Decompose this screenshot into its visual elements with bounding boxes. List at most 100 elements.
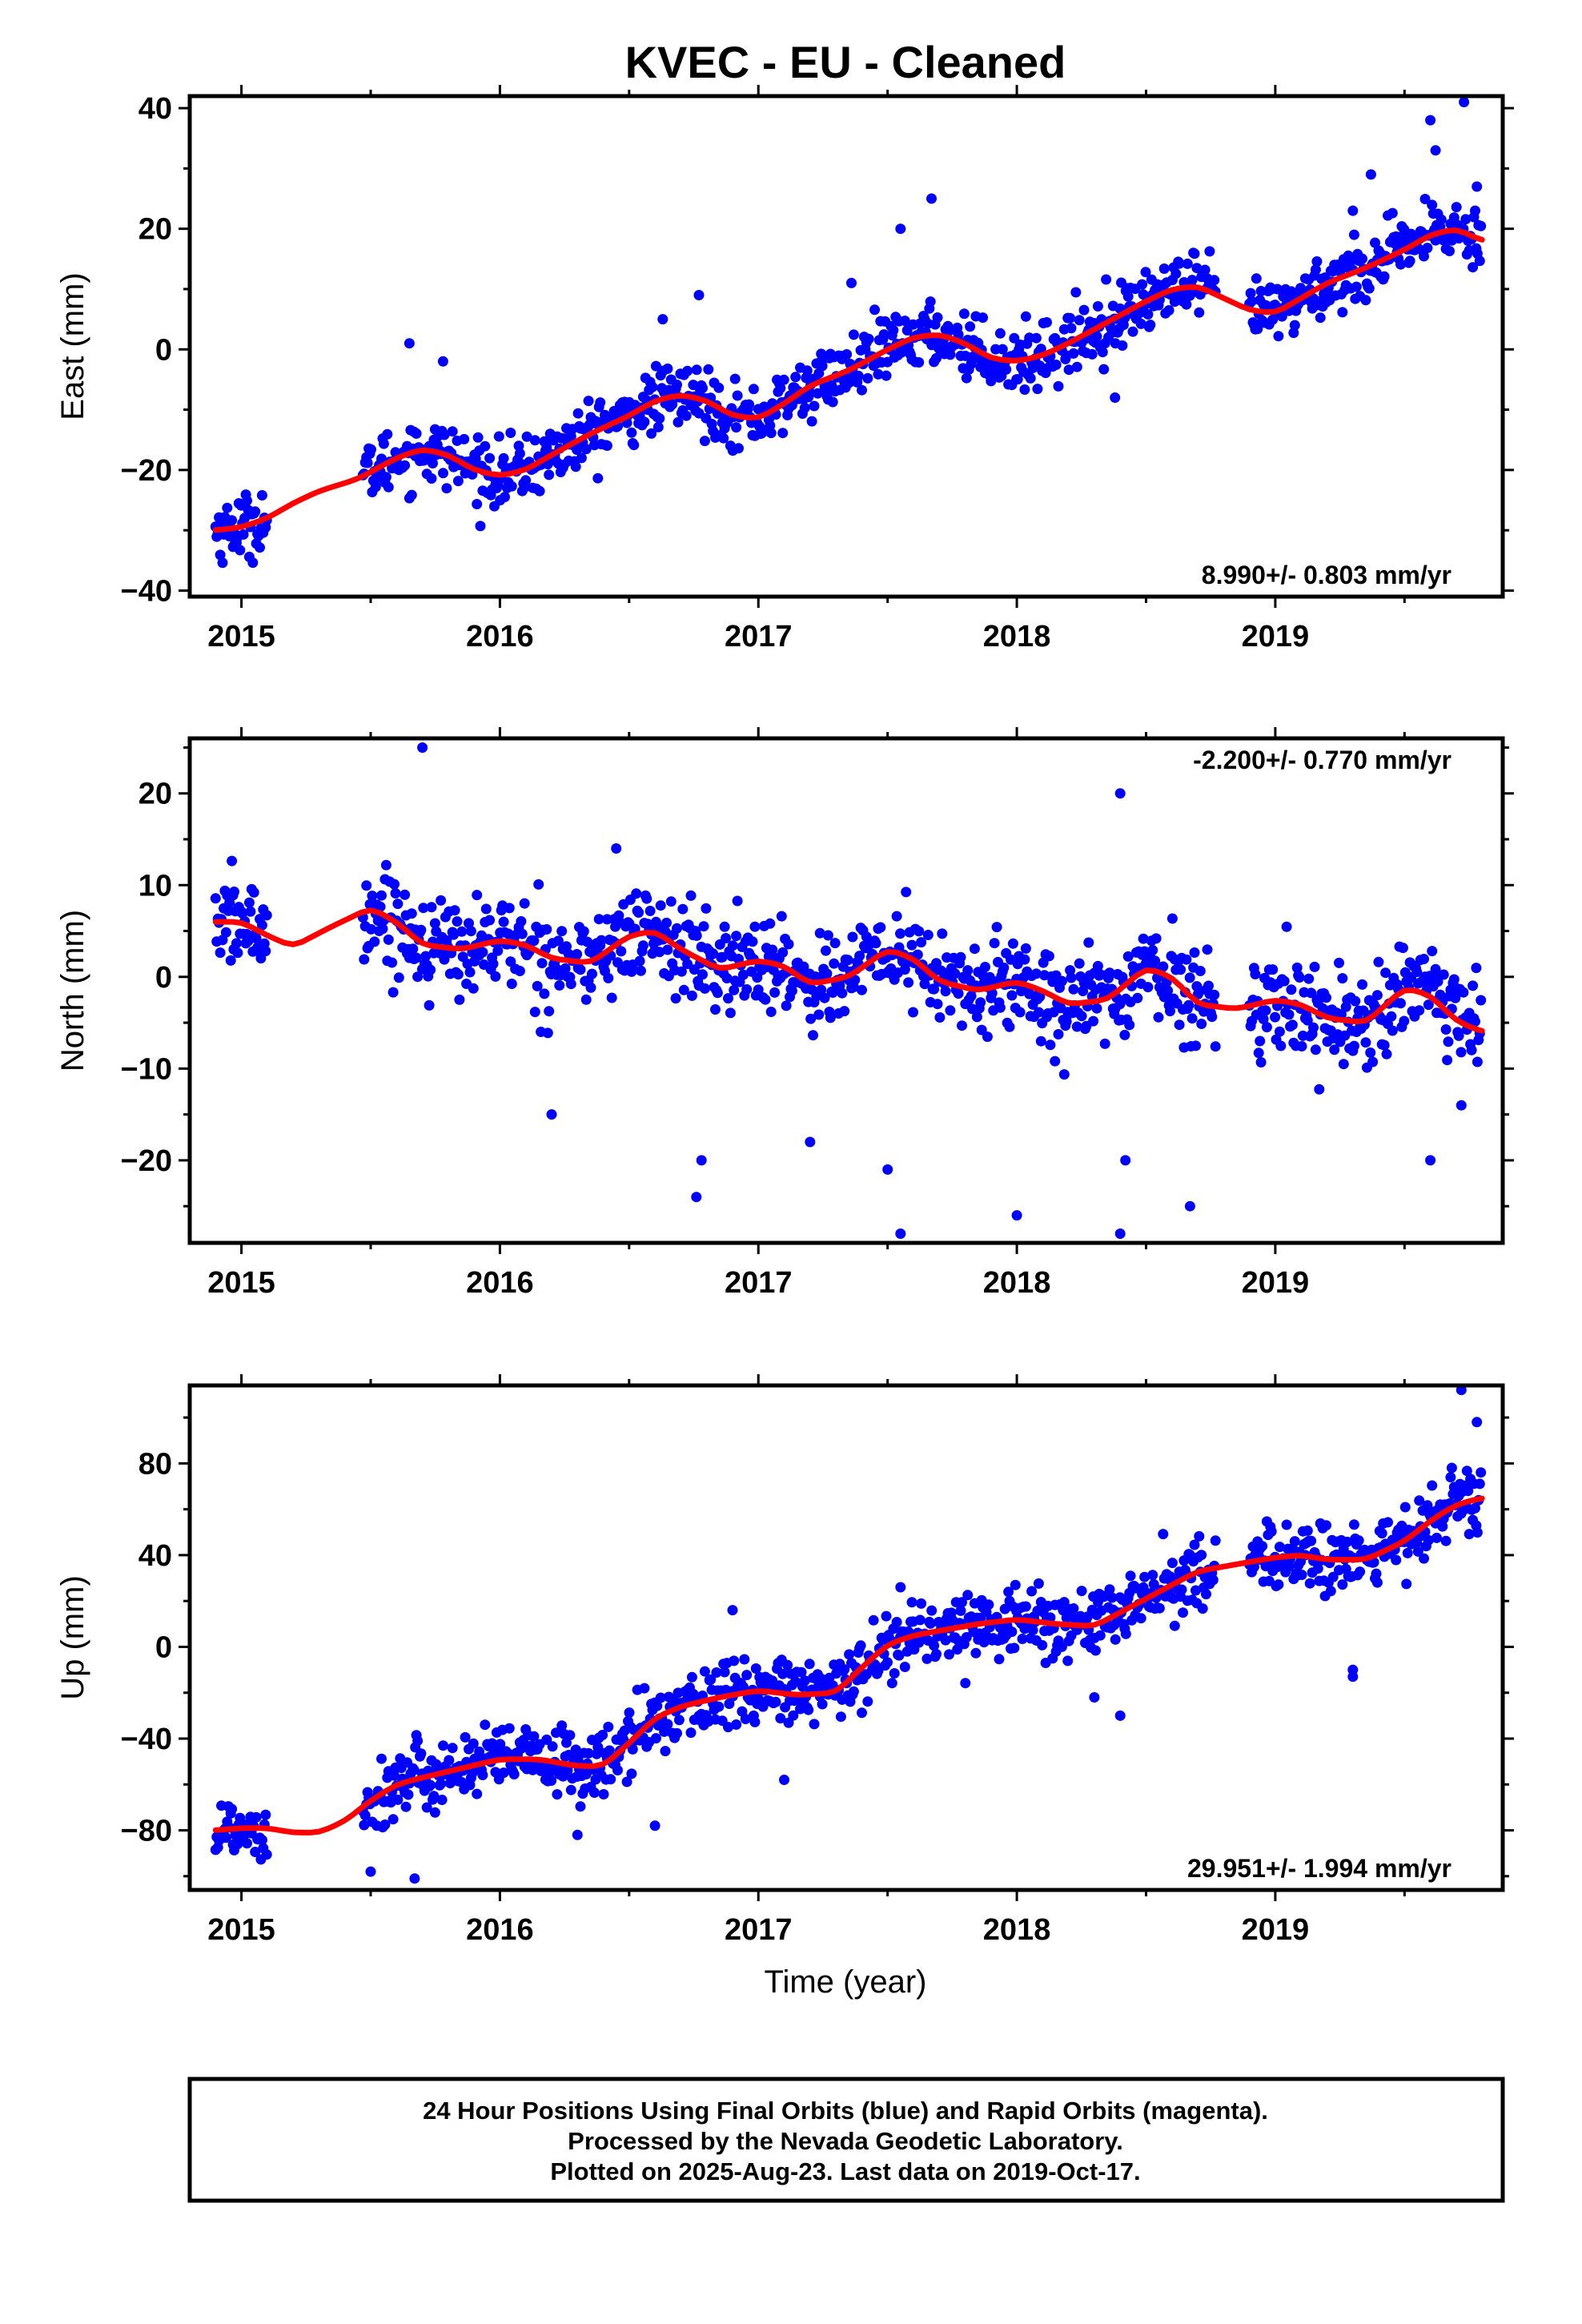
east-data-point: [1101, 274, 1112, 285]
up-data-point: [1135, 1613, 1146, 1624]
up-data-point: [1342, 1536, 1353, 1547]
north-data-point: [400, 889, 411, 900]
up-data-point: [686, 1671, 697, 1683]
up-data-point: [575, 1801, 586, 1812]
east-data-point: [997, 344, 1008, 355]
east-data-point: [853, 370, 864, 381]
north-data-point: [760, 994, 771, 1005]
north-outlier-point: [417, 742, 428, 753]
up-data-point: [612, 1765, 623, 1775]
north-data-point: [1458, 987, 1469, 998]
east-scatter-points: [210, 97, 1487, 569]
north-data-point: [1442, 1055, 1453, 1066]
up-data-point: [1266, 1526, 1277, 1537]
north-data-point: [215, 947, 226, 959]
east-data-point: [1474, 255, 1485, 267]
north-data-point: [875, 922, 886, 933]
east-data-point: [441, 483, 452, 494]
north-data-point: [1124, 1019, 1135, 1031]
north-data-point: [544, 1006, 555, 1017]
up-data-point: [889, 1668, 900, 1679]
up-data-point: [359, 1810, 371, 1821]
north-fit-line: [212, 907, 1485, 1034]
east-data-point: [1272, 283, 1283, 295]
north-data-point: [465, 926, 476, 937]
north-data-point: [1456, 1047, 1467, 1058]
east-data-point: [1310, 264, 1321, 275]
up-data-point: [926, 1605, 938, 1616]
up-data-point: [1401, 1578, 1412, 1590]
east-data-point: [1145, 320, 1156, 331]
up-data-point: [1027, 1625, 1038, 1636]
up-data-point: [713, 1701, 725, 1712]
north-data-point: [452, 969, 464, 980]
north-outlier-point: [1114, 788, 1126, 799]
east-data-point: [1042, 317, 1052, 328]
east-data-point: [1137, 279, 1148, 290]
north-data-point: [1191, 1040, 1201, 1051]
up-data-point: [788, 1710, 799, 1721]
up-data-point: [962, 1590, 974, 1601]
up-data-point: [546, 1775, 557, 1786]
up-data-point: [477, 1770, 488, 1780]
up-data-point: [227, 1803, 238, 1815]
up-data-point: [1207, 1574, 1219, 1586]
up-data-point: [592, 1742, 604, 1753]
north-data-point: [725, 1007, 736, 1019]
east-data-point: [1315, 312, 1326, 324]
up-data-point: [359, 1819, 370, 1831]
east-data-point: [500, 492, 510, 503]
north-data-point: [749, 921, 761, 932]
east-outlier-point: [404, 338, 415, 349]
up-data-point: [1446, 1462, 1457, 1474]
up-data-point: [1176, 1584, 1187, 1595]
up-data-point: [1009, 1642, 1020, 1654]
north-data-point: [539, 988, 550, 999]
north-data-point: [536, 958, 548, 969]
up-data-point: [770, 1696, 781, 1707]
east-data-point: [411, 428, 422, 439]
north-data-point: [940, 986, 951, 997]
up-outlier-point: [1114, 1710, 1126, 1721]
north-data-point: [654, 947, 665, 958]
north-data-point: [411, 952, 422, 963]
up-data-point: [855, 1640, 866, 1651]
east-y-axis-label: East (mm): [55, 272, 90, 420]
north-data-point: [1045, 1039, 1056, 1051]
north-data-point: [514, 966, 525, 976]
east-data-point: [406, 489, 417, 501]
east-data-point: [841, 349, 853, 360]
up-data-point: [796, 1667, 807, 1678]
east-data-point: [1435, 214, 1447, 225]
up-data-point: [1376, 1528, 1387, 1539]
east-data-point: [475, 521, 486, 532]
east-velocity-rate: 8.990+/- 0.803 mm/yr: [1202, 561, 1452, 589]
north-data-point: [484, 915, 496, 926]
north-data-point: [908, 1007, 918, 1018]
north-data-point: [1078, 986, 1089, 996]
east-data-point: [493, 431, 504, 442]
up-data-point: [1306, 1535, 1317, 1546]
up-data-point: [220, 1832, 231, 1844]
east-data-point: [1357, 253, 1367, 264]
up-velocity-rate: 29.951+/- 1.994 mm/yr: [1187, 1854, 1452, 1883]
east-data-point: [809, 400, 820, 412]
north-data-point: [721, 933, 732, 943]
up-data-point: [604, 1745, 615, 1756]
up-data-point: [436, 1795, 448, 1805]
up-data-point: [392, 1794, 404, 1805]
north-data-point: [1438, 969, 1449, 980]
up-data-point: [242, 1838, 252, 1849]
north-data-point: [839, 1006, 850, 1017]
east-data-point: [366, 444, 376, 455]
east-data-point: [994, 328, 1006, 339]
north-data-point: [644, 906, 656, 916]
up-data-point: [741, 1670, 753, 1681]
east-data-point: [400, 460, 411, 471]
up-data-point: [1445, 1472, 1456, 1483]
north-data-point: [1004, 1021, 1015, 1032]
north-data-point: [1443, 1036, 1454, 1047]
up-data-point: [603, 1721, 614, 1732]
north-data-point: [1166, 913, 1178, 924]
north-data-point: [822, 930, 833, 941]
